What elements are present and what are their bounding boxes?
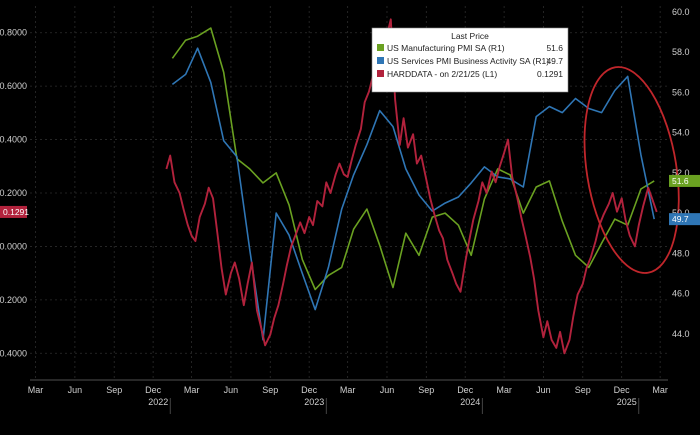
right-tick-label: 58.0 xyxy=(672,47,690,57)
harddata-on-2-21-25-line xyxy=(165,18,658,355)
left-tick-label: 0.4000 xyxy=(0,135,27,145)
year-tick-label: 2025 xyxy=(617,397,637,407)
left-tick-label: 0.8000 xyxy=(0,28,27,38)
us-manufacturing-pmi-sa-line xyxy=(171,27,655,291)
legend-swatch xyxy=(377,44,384,51)
last-value-tag-text: 51.6 xyxy=(672,176,689,186)
month-tick-label: Dec xyxy=(457,385,474,395)
right-tick-label: 56.0 xyxy=(672,87,690,97)
legend: Last Price US Manufacturing PMI SA (R1) 51… xyxy=(371,27,569,93)
series-layer xyxy=(165,18,658,355)
month-tick-label: Sep xyxy=(106,385,122,395)
legend-series-value: 0.1291 xyxy=(537,69,563,79)
last-value-tag-text: 49.7 xyxy=(672,214,689,224)
month-tick-label: Mar xyxy=(184,385,200,395)
month-tick-label: Jun xyxy=(536,385,551,395)
month-tick-label: Mar xyxy=(28,385,44,395)
legend-swatch xyxy=(377,57,384,64)
last-value-tag xyxy=(669,174,700,187)
right-tick-label: 50.0 xyxy=(672,208,690,218)
month-tick-label: Jun xyxy=(224,385,239,395)
year-tick-label: 2024 xyxy=(460,397,480,407)
annotation-layer xyxy=(583,66,680,274)
year-tick-label: 2023 xyxy=(304,397,324,407)
month-tick-label: Dec xyxy=(301,385,318,395)
right-tick-label: 48.0 xyxy=(672,248,690,258)
last-value-tag xyxy=(669,213,700,226)
legend-box xyxy=(371,27,569,93)
right-tick-label: 60.0 xyxy=(672,7,690,17)
legend-series-value: 49.7 xyxy=(546,56,563,66)
right-tick-label: 46.0 xyxy=(672,289,690,299)
last-value-tags: 51.6 49.7 0.1291 xyxy=(0,174,700,226)
month-tick-label: Sep xyxy=(575,385,591,395)
last-value-tag xyxy=(0,205,27,218)
left-tick-label: 0.2000 xyxy=(0,188,27,198)
last-value-tag-text: 0.1291 xyxy=(3,207,29,217)
right-tick-label: 52.0 xyxy=(672,168,690,178)
year-tick-label: 2022 xyxy=(148,397,168,407)
left-tick-label: -0.4000 xyxy=(0,348,27,358)
highlight-ellipse xyxy=(583,66,680,274)
month-tick-label: Dec xyxy=(145,385,162,395)
month-tick-label: Jun xyxy=(380,385,395,395)
month-tick-label: Jun xyxy=(68,385,83,395)
legend-series-value: 51.6 xyxy=(546,43,563,53)
legend-swatch xyxy=(377,70,384,77)
month-tick-label: Mar xyxy=(652,385,668,395)
bottom-axis: Mar Jun Sep Dec Mar Jun Sep Dec Mar Jun Sep Dec Mar J… xyxy=(28,379,668,414)
left-tick-label: 0.0000 xyxy=(0,241,27,251)
legend-series-name: US Manufacturing PMI SA (R1) xyxy=(387,43,505,53)
right-tick-label: 54.0 xyxy=(672,128,690,138)
month-tick-label: Mar xyxy=(496,385,512,395)
legend-series-name: HARDDATA - on 2/21/25 (L1) xyxy=(387,69,497,79)
right-tick-label: 44.0 xyxy=(672,329,690,339)
month-tick-label: Dec xyxy=(614,385,631,395)
right-axis: 44.0 46.0 48.0 50.0 52.0 54.0 56.0 58.0 60.0 xyxy=(672,7,690,339)
legend-series-name: US Services PMI Business Activity SA (R1… xyxy=(387,56,549,66)
left-tick-label: -0.2000 xyxy=(0,295,27,305)
left-tick-label: 0.6000 xyxy=(0,81,27,91)
legend-title: Last Price xyxy=(451,31,489,41)
month-tick-label: Mar xyxy=(340,385,356,395)
month-tick-label: Sep xyxy=(262,385,278,395)
month-tick-label: Sep xyxy=(418,385,434,395)
left-axis: -0.4000 -0.2000 0.0000 0.2000 0.4000 0.6000 0.… xyxy=(0,28,27,359)
